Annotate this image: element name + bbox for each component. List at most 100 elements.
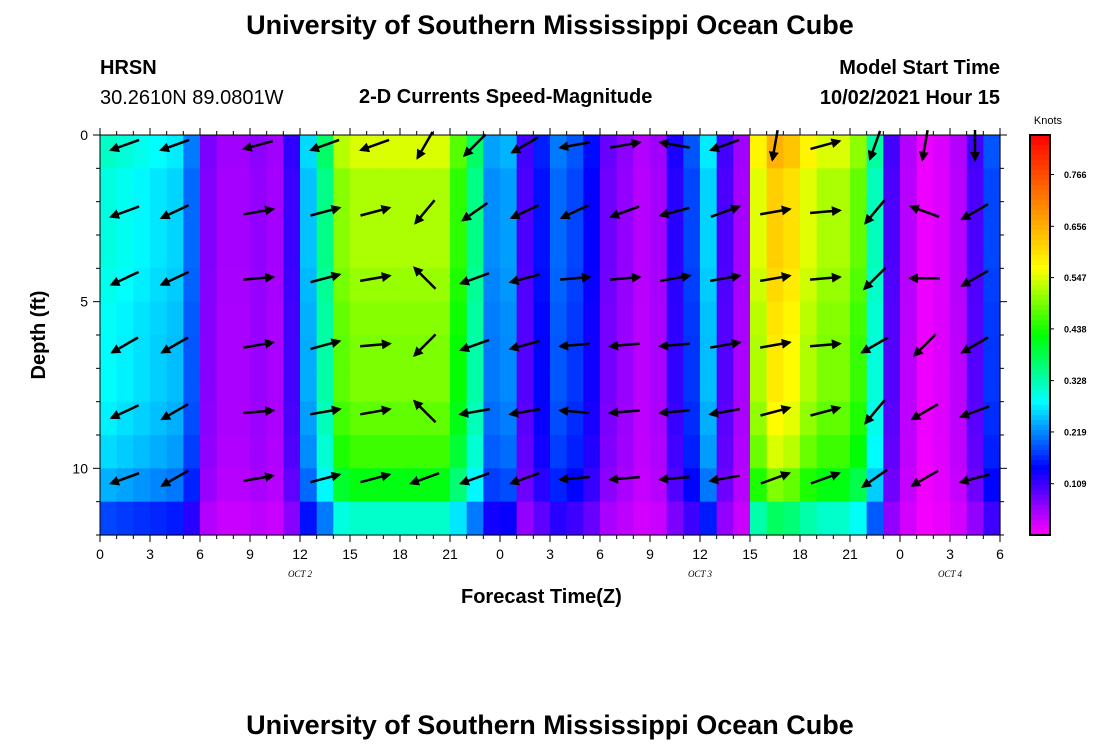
heatmap-cell [700,368,718,403]
heatmap-cell [316,201,334,236]
current-vector [959,405,990,419]
current-vector [310,338,342,351]
current-vector [658,473,691,484]
x-tick-label: 15 [342,546,358,562]
heatmap-cell [716,201,734,236]
heatmap-cell [333,501,351,536]
heatmap-cell [700,135,718,169]
heatmap-cell [266,201,284,236]
heatmap-cell [200,135,218,169]
heatmap-cell [533,368,551,403]
heatmap-cell [550,235,568,269]
colorbar-segment [1030,500,1050,506]
colorbar-tick-label: 0.766 [1064,170,1087,180]
colorbar-segment [1030,425,1050,431]
heatmap-cell [416,135,434,169]
heatmap-cell [850,168,868,203]
colorbar-segment [1030,330,1050,336]
colorbar-segment [1030,280,1050,286]
current-vector [109,404,140,420]
heatmap-cell [416,335,434,369]
heatmap-cell [316,135,334,169]
heatmap-cell [666,335,684,369]
heatmap-cell [633,135,651,169]
heatmap-cell [716,168,734,203]
heatmap-cell [433,335,451,369]
heatmap-cell [483,468,501,503]
heatmap-cell [916,235,934,269]
heatmap-cell [733,501,751,536]
colorbar-segment [1030,150,1050,156]
heatmap-cell [966,435,984,469]
heatmap-cell [650,468,668,503]
heatmap-cell [700,301,718,336]
page-title: University of Southern Mississippi Ocean… [246,10,854,40]
heatmap-cell [133,435,151,469]
colorbar-segment [1030,285,1050,291]
heatmap-cell [800,301,818,336]
heatmap-cell [983,268,1001,303]
heatmap-cell [833,401,851,436]
heatmap-cell [133,135,151,169]
current-vector [960,269,989,287]
heatmap-cell [716,368,734,403]
colorbar-segment [1030,475,1050,481]
current-vector [960,336,989,354]
heatmap-cell [850,235,868,269]
heatmap-cell [450,368,468,403]
heatmap-cell [683,401,701,436]
heatmap-cell [500,401,518,436]
heatmap-cell [983,368,1001,403]
heatmap-cell [883,401,901,436]
heatmap-cell [366,235,384,269]
heatmap-cell [383,501,401,536]
colorbar-segment [1030,360,1050,366]
colorbar-segment [1030,260,1050,266]
heatmap-cell [483,135,501,169]
current-vector [910,469,939,487]
colorbar-tick-label: 0.109 [1064,479,1087,489]
heatmap-cell [400,368,418,403]
station-coordinates: 30.2610N 89.0801W [100,87,284,109]
y-axis-label: Depth (ft) [28,291,50,380]
colorbar-segment [1030,160,1050,166]
heatmap-cell [616,368,634,403]
colorbar-tick-label: 0.328 [1064,376,1087,386]
heatmap-cell [366,301,384,336]
heatmap-cell [883,168,901,203]
current-vector [409,472,440,486]
heatmap-cell [233,435,251,469]
x-tick-label: 6 [596,546,604,562]
heatmap-cell [300,401,318,436]
heatmap-cell [483,335,501,369]
heatmap-cell [683,301,701,336]
heatmap-cell [150,235,168,269]
heatmap-cell [700,335,718,369]
heatmap-cell [400,501,418,536]
heatmap-cell [283,201,301,236]
x-tick-label: 3 [146,546,154,562]
heatmap-cell [400,201,418,236]
heatmap-cell [833,335,851,369]
heatmap-cell [983,168,1001,203]
current-vector [608,473,641,484]
heatmap-cell [216,268,234,303]
heatmap-cell [500,168,518,203]
heatmap-cell [633,368,651,403]
heatmap-cell [950,335,968,369]
heatmap-cell [233,268,251,303]
current-vector [861,468,889,489]
current-vector [810,471,841,485]
heatmap-cell [333,368,351,403]
heatmap-cell [450,301,468,336]
heatmap-cell [583,501,601,536]
heatmap-cell [916,268,934,303]
colorbar-segment [1030,365,1050,371]
heatmap-cell [433,201,451,236]
x-tick-label: 3 [546,546,554,562]
heatmap-cell [733,235,751,269]
heatmap-cell [700,268,718,303]
heatmap-cell [616,501,634,536]
heatmap-cell [683,368,701,403]
heatmap-cell [266,235,284,269]
